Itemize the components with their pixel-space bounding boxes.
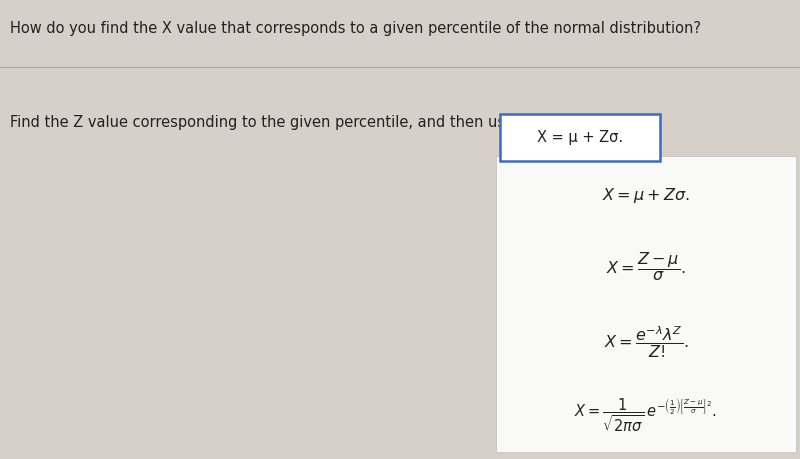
FancyBboxPatch shape: [500, 114, 660, 161]
Text: Find the Z value corresponding to the given percentile, and then use the equatio: Find the Z value corresponding to the gi…: [10, 115, 612, 130]
Text: How do you find the X value that corresponds to a given percentile of the normal: How do you find the X value that corresp…: [10, 21, 701, 36]
Text: $X = \dfrac{1}{\sqrt{2\pi\sigma}}\,e^{-\left(\frac{1}{2}\right)\left[\frac{Z-\mu: $X = \dfrac{1}{\sqrt{2\pi\sigma}}\,e^{-\…: [574, 397, 718, 434]
Text: X = μ + Zσ.: X = μ + Zσ.: [537, 130, 623, 145]
Text: $X = \dfrac{e^{-\lambda}\lambda^{Z}}{Z!}.$: $X = \dfrac{e^{-\lambda}\lambda^{Z}}{Z!}…: [604, 324, 688, 360]
Text: $X = \dfrac{Z - \mu}{\sigma}.$: $X = \dfrac{Z - \mu}{\sigma}.$: [606, 250, 686, 283]
FancyBboxPatch shape: [496, 156, 796, 452]
Text: $X = \mu + Z\sigma.$: $X = \mu + Z\sigma.$: [602, 185, 690, 205]
